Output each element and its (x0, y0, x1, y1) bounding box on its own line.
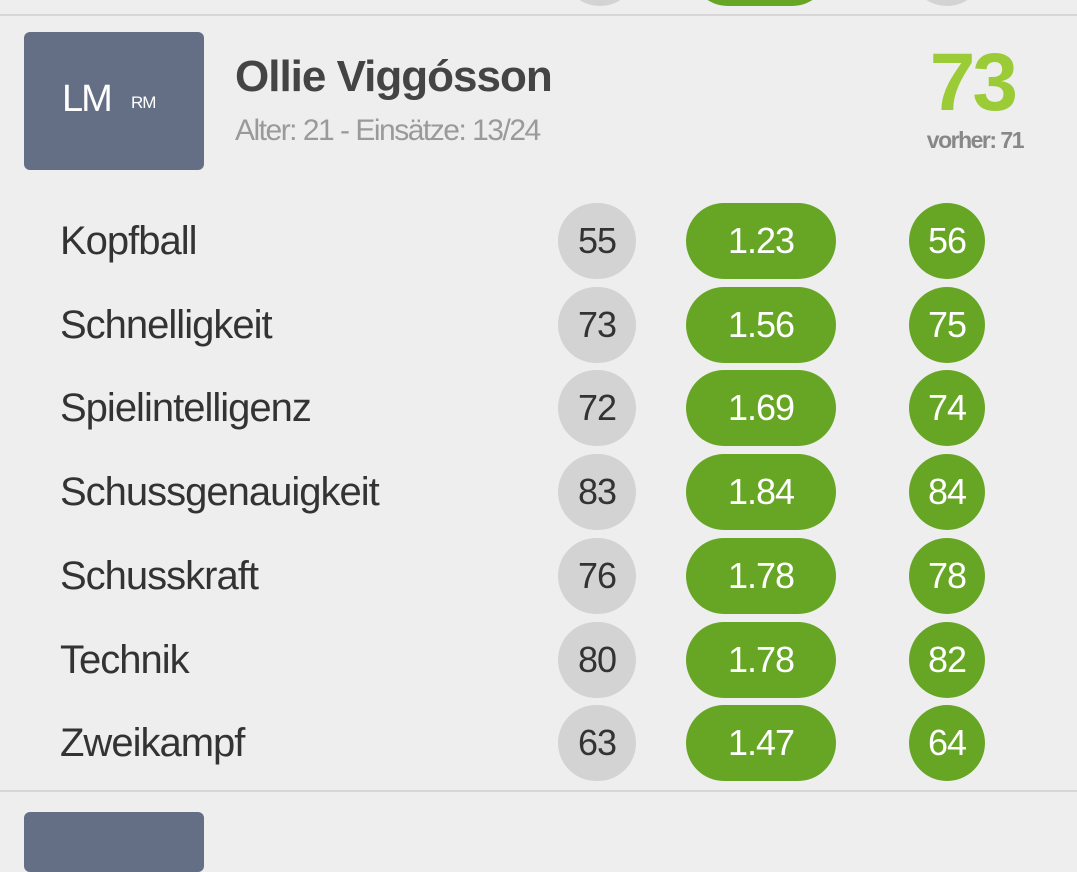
old-value: 63 (558, 705, 636, 782)
old-value: 76 (558, 537, 636, 614)
attribute-name: Technik (60, 637, 190, 682)
factor: 1.78 (686, 621, 836, 698)
old-value: 80 (558, 621, 636, 698)
partial-pill (690, 0, 830, 6)
attribute-name: Zweikampf (60, 721, 245, 766)
rating: 73 (929, 37, 1018, 128)
new-value: 82 (909, 621, 985, 698)
divider (0, 790, 1077, 792)
factor: 1.84 (686, 454, 836, 531)
factor: 1.23 (686, 203, 836, 279)
player-subtitle: Alter: 21 - Einsätze: 13/24 (235, 114, 541, 147)
factor: 1.78 (686, 537, 836, 614)
new-value: 78 (909, 537, 985, 614)
attribute-name: Spielintelligenz (60, 386, 312, 431)
partial-pill (562, 0, 638, 6)
attribute-name: Schnelligkeit (60, 302, 273, 347)
secondary-position: RM (131, 93, 156, 112)
position: LM (62, 78, 113, 120)
new-value: 64 (909, 705, 985, 782)
previous-rating: vorher: 71 (926, 127, 1025, 153)
old-value: 73 (558, 286, 636, 363)
divider (0, 14, 1077, 16)
position-badge (24, 32, 204, 170)
new-value: 75 (909, 286, 985, 363)
attribute-name: Schussgenauigkeit (60, 470, 380, 515)
attribute-name: Kopfball (60, 219, 198, 263)
new-value: 56 (909, 203, 985, 279)
player-name: Ollie Viggósson (235, 52, 553, 101)
old-value: 55 (558, 203, 636, 279)
new-value: 74 (909, 370, 985, 447)
next-badge (24, 812, 204, 872)
new-value: 84 (909, 454, 985, 531)
old-value: 83 (558, 454, 636, 531)
partial-pill (909, 0, 985, 6)
attribute-name: Schusskraft (60, 553, 259, 598)
factor: 1.47 (686, 705, 836, 782)
factor: 1.56 (686, 286, 836, 363)
old-value: 72 (558, 370, 636, 447)
factor: 1.69 (686, 370, 836, 447)
